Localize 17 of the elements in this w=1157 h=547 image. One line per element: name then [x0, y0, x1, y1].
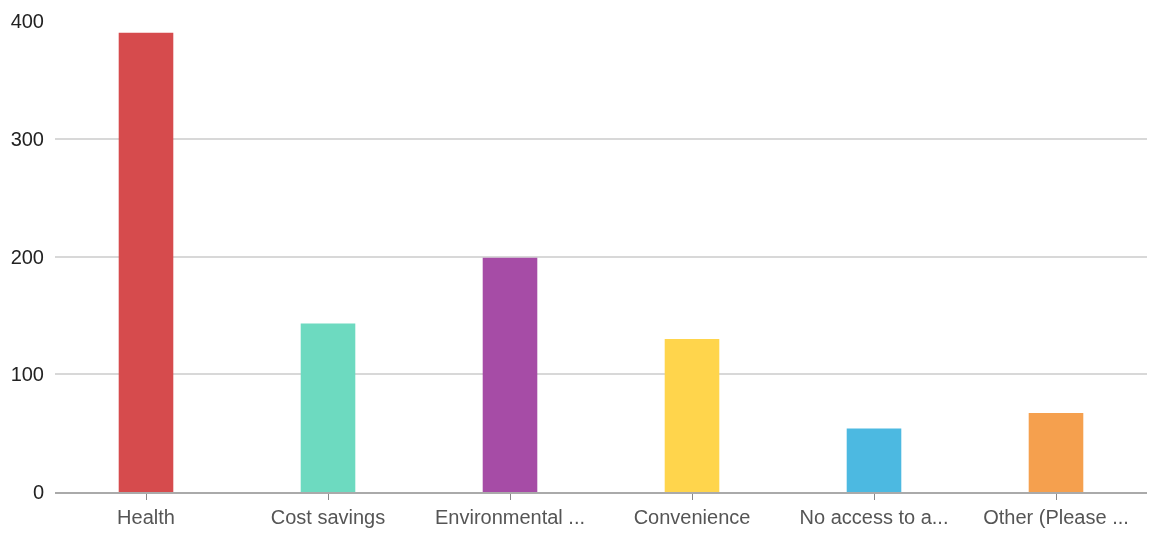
bar: [846, 428, 902, 492]
y-tick-label: 300: [10, 127, 44, 150]
x-tick-label: Cost savings: [270, 506, 386, 528]
bar: [482, 257, 538, 492]
y-tick-label: 100: [10, 363, 44, 386]
bar: [1028, 413, 1084, 492]
y-tick-label: 400: [10, 10, 44, 32]
y-tick-label: 0: [32, 481, 44, 503]
bar: [118, 32, 174, 492]
bar: [664, 338, 720, 492]
bar: [300, 323, 356, 492]
x-tick-label: Convenience: [633, 506, 751, 528]
y-tick-label: 200: [10, 245, 44, 268]
x-tick-label: Other (Please ...: [983, 506, 1129, 528]
x-tick-label: Environmental ...: [434, 506, 586, 528]
x-tick-label: No access to a...: [799, 506, 949, 528]
x-tick-label: Health: [117, 506, 175, 528]
